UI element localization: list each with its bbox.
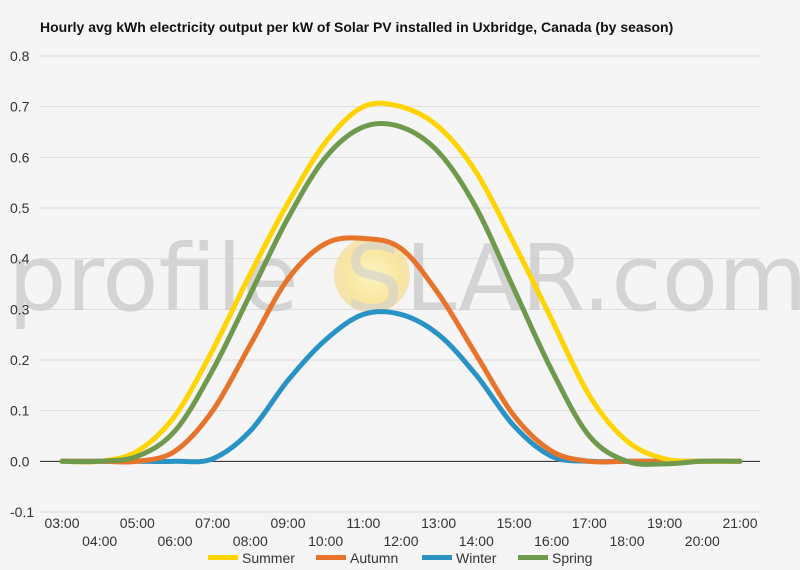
y-tick-label: 0.2 <box>10 352 30 368</box>
watermark-text-left: profile <box>8 225 299 332</box>
legend-swatch-spring <box>518 555 548 560</box>
x-tick-label: 13:00 <box>421 515 456 531</box>
y-tick-label: 0.7 <box>10 99 30 115</box>
x-tick-label: 09:00 <box>270 515 305 531</box>
x-tick-label: 21:00 <box>722 515 757 531</box>
x-tick-label: 19:00 <box>647 515 682 531</box>
x-tick-label: 04:00 <box>82 533 117 549</box>
legend-label-spring: Spring <box>552 550 592 566</box>
x-tick-label: 16:00 <box>534 533 569 549</box>
series-layer <box>59 100 743 467</box>
series-line-summer <box>59 100 743 465</box>
x-tick-label: 08:00 <box>233 533 268 549</box>
y-tick-label: 0.3 <box>10 301 30 317</box>
legend-label-summer: Summer <box>242 550 295 566</box>
legend-swatch-winter <box>422 555 452 560</box>
x-tick-label: 20:00 <box>685 533 720 549</box>
x-tick-label: 07:00 <box>195 515 230 531</box>
y-tick-label: 0.1 <box>10 403 30 419</box>
x-tick-label: 15:00 <box>496 515 531 531</box>
y-tick-label: -0.1 <box>10 504 34 520</box>
legend-label-autumn: Autumn <box>350 550 398 566</box>
watermark-sun-icon <box>334 237 410 313</box>
x-tick-label: 18:00 <box>609 533 644 549</box>
x-tick-label: 05:00 <box>120 515 155 531</box>
x-tick-label: 14:00 <box>459 533 494 549</box>
x-tick-label: 10:00 <box>308 533 343 549</box>
y-tick-label: 0.6 <box>10 149 30 165</box>
legend: Summer Autumn Winter Spring <box>208 550 592 566</box>
x-tick-label: 12:00 <box>383 533 418 549</box>
legend-swatch-autumn <box>316 555 346 560</box>
x-tick-label: 06:00 <box>157 533 192 549</box>
y-tick-label: 0.4 <box>10 251 30 267</box>
x-tick-label: 11:00 <box>346 515 380 531</box>
y-tick-label: 0.0 <box>10 453 30 469</box>
y-tick-label: 0.5 <box>10 200 30 216</box>
chart-title: Hourly avg kWh electricity output per kW… <box>40 19 674 35</box>
legend-label-winter: Winter <box>456 550 497 566</box>
x-tick-label: 03:00 <box>44 515 79 531</box>
legend-swatch-summer <box>208 555 238 560</box>
y-tick-label: 0.8 <box>10 48 30 64</box>
series-line-spring <box>59 120 743 467</box>
x-tick-label: 17:00 <box>572 515 607 531</box>
watermark-text-right: LAR.com <box>405 225 800 332</box>
